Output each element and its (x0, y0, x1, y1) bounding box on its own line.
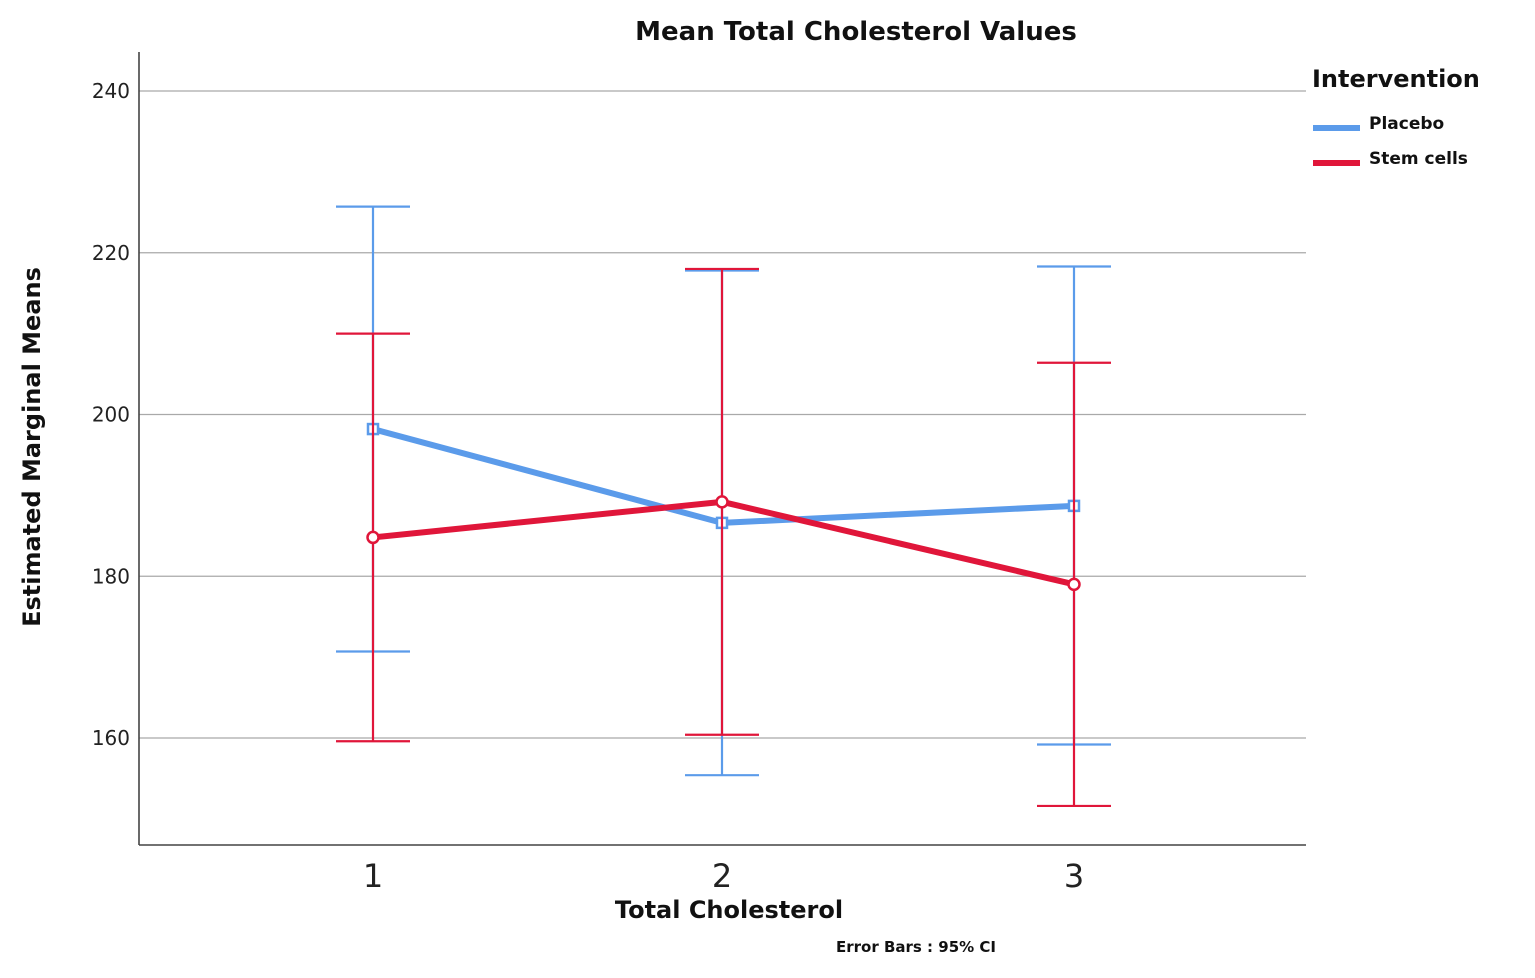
legend-items: Placebo Stem cells (1313, 114, 1468, 169)
x-tick-label: 3 (1064, 857, 1084, 895)
error-bars-note: Error Bars : 95% CI (836, 938, 996, 956)
series-placebo (336, 205, 1111, 777)
legend-title: Intervention (1312, 65, 1480, 93)
data-point (366, 530, 380, 545)
y-tick-label: 220 (92, 241, 130, 265)
x-axis-title: Total Cholesterol (615, 896, 843, 924)
data-point (1067, 577, 1081, 592)
y-tick-label: 200 (92, 403, 130, 427)
y-tick-label: 160 (92, 726, 130, 750)
series-line (370, 498, 1077, 588)
series-stem-cells (336, 267, 1111, 808)
series-layer (336, 205, 1111, 808)
legend-label: Placebo (1369, 114, 1444, 134)
y-tick-labels: 160 180 200 220 240 (92, 79, 130, 750)
legend: Intervention Placebo Stem cells (1312, 65, 1480, 169)
x-tick-labels: 1 2 3 (363, 857, 1084, 895)
legend-item: Stem cells (1313, 149, 1468, 169)
chart-title: Mean Total Cholesterol Values (635, 17, 1077, 47)
series-line (370, 426, 1077, 526)
legend-item: Placebo (1313, 114, 1444, 134)
x-tick-label: 2 (712, 857, 732, 895)
data-point (715, 495, 729, 509)
y-tick-label: 180 (92, 564, 130, 588)
y-tick-label: 240 (92, 79, 130, 103)
x-tick-label: 1 (363, 857, 383, 895)
y-axis-title: Estimated Marginal Means (18, 267, 46, 627)
legend-label: Stem cells (1369, 149, 1468, 169)
